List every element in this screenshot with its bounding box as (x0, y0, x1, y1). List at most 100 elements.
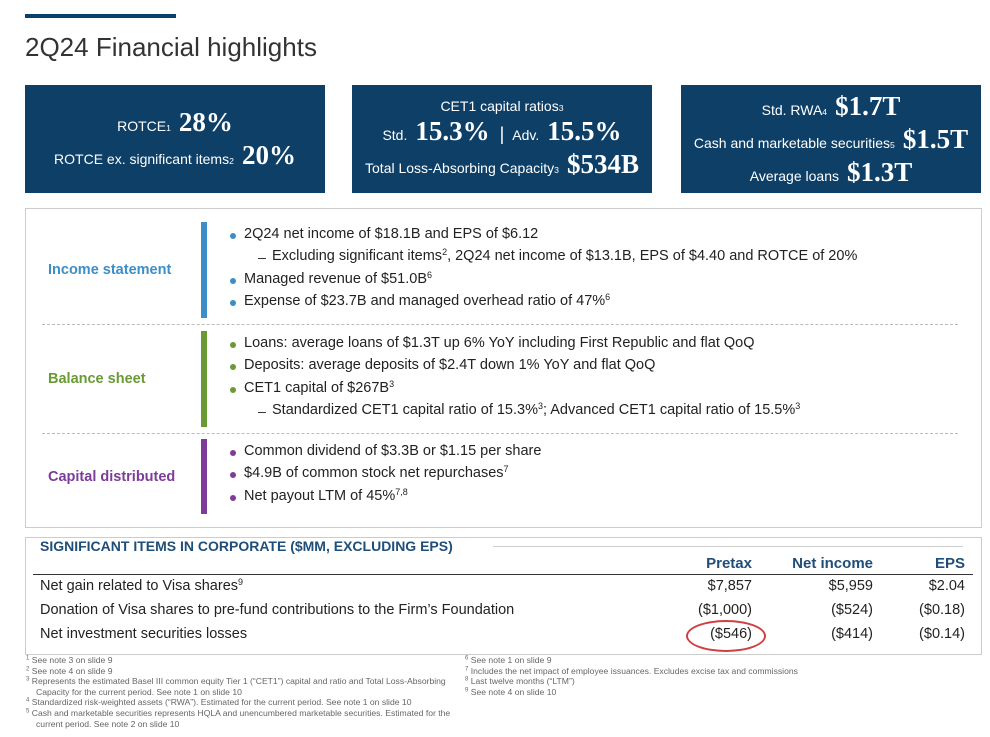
section-label: Income statement (48, 262, 172, 278)
row-label: Donation of Visa shares to pre-fund cont… (40, 602, 514, 618)
separator (42, 433, 958, 434)
bullet-text: CET1 capital of $267B3 (244, 378, 395, 396)
footnote-text: See note 3 on slide 9 (31, 655, 113, 665)
column-header: EPS (934, 555, 965, 572)
bullet-text: Loans: average loans of $1.3T up 6% YoY … (244, 335, 755, 351)
kpi-box: ROTCE 1 28% ROTCE ex. significant items 2 20% (25, 85, 325, 193)
superscript: 7 (503, 464, 509, 475)
text: Common dividend of $3.3B or $1.15 per sh… (244, 443, 542, 459)
title: 2Q24 Financial highlights (25, 32, 317, 62)
separator (42, 324, 958, 325)
bullet-text: Expense of $23.7B and managed overhead r… (244, 291, 611, 309)
footnote-number: 1 (26, 655, 30, 662)
kpi-line: Total Loss-Absorbing Capacity 3 $534B (365, 149, 639, 179)
footnote-number: 4 (26, 698, 30, 705)
bullet-dot (230, 299, 236, 306)
footnote: 2 See note 4 on slide 9 (26, 666, 451, 677)
metric-value: $534B (566, 149, 639, 179)
table-title: SIGNIFICANT ITEMS IN CORPORATE ($MM, EXC… (40, 538, 465, 554)
bullet-dash (258, 411, 266, 413)
footnote-text: See note 4 on slide 9 (31, 665, 113, 676)
superscript: 2 (442, 247, 448, 258)
kpi-line: Average loans $1.3T (750, 157, 913, 188)
kpi-box: CET1 capital ratios 3 Std. 15.3% | Adv. 15.5% T… (352, 85, 652, 193)
kpi-line: ROTCE ex. significant items 2 20% (54, 140, 296, 170)
bullet-dot (230, 494, 236, 501)
superscript: 3 (389, 378, 395, 389)
footnote: 5 Cash and marketable securities represe… (26, 708, 451, 729)
text: Net payout LTM of 45% (244, 487, 396, 504)
bullet-dot (230, 386, 236, 393)
footnote-text: See note 1 on slide 9 (470, 655, 552, 665)
metric-value: 28% (178, 107, 233, 137)
metric-value: $1.7T (835, 90, 901, 121)
bullet-text: Excluding significant items2, 2Q24 net i… (272, 248, 857, 264)
bullet-dot (230, 233, 236, 239)
superscript: 3 (537, 400, 543, 411)
section-bar (201, 331, 207, 427)
superscript: 7,8 (395, 486, 408, 497)
cell: $7,857 (707, 578, 752, 594)
text: Total Loss-Absorbing Capacity (365, 160, 555, 176)
footnote-number: 5 (26, 708, 30, 715)
superscript: 9 (238, 577, 244, 588)
footnote-text: Represents the estimated Basel III commo… (31, 676, 446, 697)
cell: $2.04 (928, 578, 965, 594)
text: , 2Q24 net income of $13.1B, EPS of $4.4… (447, 248, 858, 265)
bullet-dash (258, 258, 266, 260)
section-label: Capital distributed (48, 469, 176, 485)
footnote: 4 Standardized risk-weighted assets (“RW… (26, 697, 451, 708)
bullet-dot (230, 450, 236, 456)
metric-value: $1.5T (902, 123, 969, 154)
cell: ($1,000) (697, 602, 752, 618)
footnote-number: 7 (465, 666, 469, 673)
text: CET1 capital ratios (440, 98, 559, 114)
footnote-number: 6 (465, 655, 469, 662)
bullet-text: 2Q24 net income of $18.1B and EPS of $6.… (244, 226, 538, 242)
text: $4.9B of common stock net repurchases (244, 465, 504, 482)
cell: ($0.14) (919, 626, 965, 642)
superscript: 6 (605, 291, 611, 302)
metric-value: 15.5% (547, 116, 622, 146)
text: Cash and marketable securities (693, 134, 890, 151)
kpi-line: ROTCE 1 28% (117, 107, 233, 137)
footnote-text: Includes the net impact of employee issu… (470, 665, 798, 676)
cell: ($0.18) (919, 602, 965, 618)
header-rule (33, 574, 973, 575)
rule (493, 546, 963, 547)
footnote-number: 2 (26, 666, 30, 673)
superscript: 6 (427, 269, 432, 280)
bullet-dot (230, 364, 236, 371)
cell: ($414) (831, 626, 873, 642)
bullet-text: Common dividend of $3.3B or $1.15 per sh… (244, 443, 541, 459)
bullet-dot (230, 277, 236, 284)
kpi-box: Std. RWA 4 $1.7T Cash and marketable securi… (681, 85, 981, 193)
text: Loans: average loans of $1.3T up 6% YoY … (244, 335, 755, 351)
kpi-line: Std. RWA 4 $1.7T (761, 90, 901, 121)
text: Donation of Visa shares to pre-fund cont… (40, 602, 515, 618)
bullet-text: Standardized CET1 capital ratio of 15.3%… (272, 400, 800, 418)
bullet-text: Net payout LTM of 45%7,8 (244, 486, 408, 504)
metric-value: 15.3% (415, 116, 490, 146)
text: Std. RWA (761, 101, 823, 118)
separator: | (499, 124, 505, 144)
cell: $5,959 (828, 578, 873, 594)
bullet-dot (230, 342, 236, 348)
text: CET1 capital of $267B (244, 379, 390, 396)
text: ; Advanced CET1 capital ratio of 15.5% (542, 401, 796, 418)
text: Managed revenue of $51.0B (244, 270, 427, 287)
text: Std. (382, 127, 408, 143)
section-bar (201, 222, 207, 318)
footnote: 7 Includes the net impact of employee is… (465, 666, 885, 677)
bullet-text: Deposits: average deposits of $2.4T down… (244, 357, 655, 373)
footnote: 6 See note 1 on slide 9 (465, 655, 885, 666)
kpi-line: Cash and marketable securities 5 $1.5T (693, 123, 969, 154)
row-label: Net gain related to Visa shares9 (40, 578, 243, 594)
footnote-text: See note 4 on slide 10 (470, 686, 557, 697)
text: Net gain related to Visa shares (40, 578, 239, 594)
row-label: Net investment securities losses (40, 626, 247, 642)
text: Expense of $23.7B and managed overhead r… (244, 292, 606, 309)
cell: ($524) (831, 602, 873, 618)
text: ROTCE ex. significant items (54, 151, 230, 167)
